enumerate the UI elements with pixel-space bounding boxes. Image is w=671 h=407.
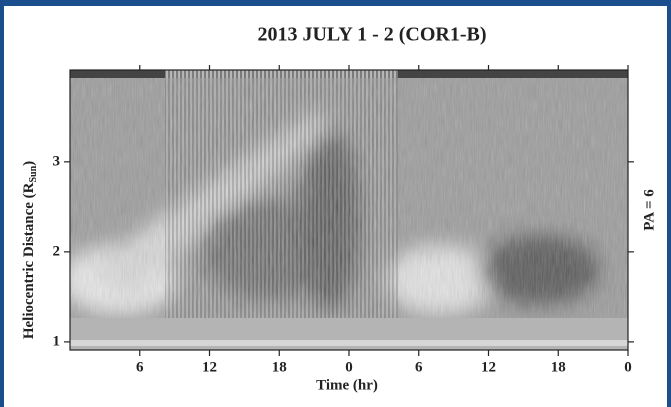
x-tick-label: 6 (136, 359, 144, 375)
x-tick-label: 0 (624, 359, 632, 375)
y-label-close: ) (21, 161, 37, 166)
right-label: PA = 6 (641, 189, 657, 231)
x-tick-label: 12 (481, 359, 496, 375)
x-axis-label: Time (hr) (316, 377, 378, 393)
y-tick-label: 2 (53, 243, 61, 259)
x-tick-label: 18 (551, 359, 566, 375)
y-label-main: Heliocentric Distance (R (21, 182, 37, 339)
x-tick-label: 18 (272, 359, 287, 375)
y-label-sub: Sun (28, 165, 39, 182)
y-axis-label: Heliocentric Distance (RSun) (21, 161, 39, 339)
y-tick-label: 1 (53, 333, 61, 349)
jmap-image (70, 70, 628, 350)
x-tick-label: 12 (202, 359, 217, 375)
x-tick-label: 6 (415, 359, 423, 375)
x-tick-label: 0 (345, 359, 353, 375)
y-tick-label: 3 (53, 153, 61, 169)
chart-title: 2013 JULY 1 - 2 (COR1-B) (257, 24, 486, 46)
